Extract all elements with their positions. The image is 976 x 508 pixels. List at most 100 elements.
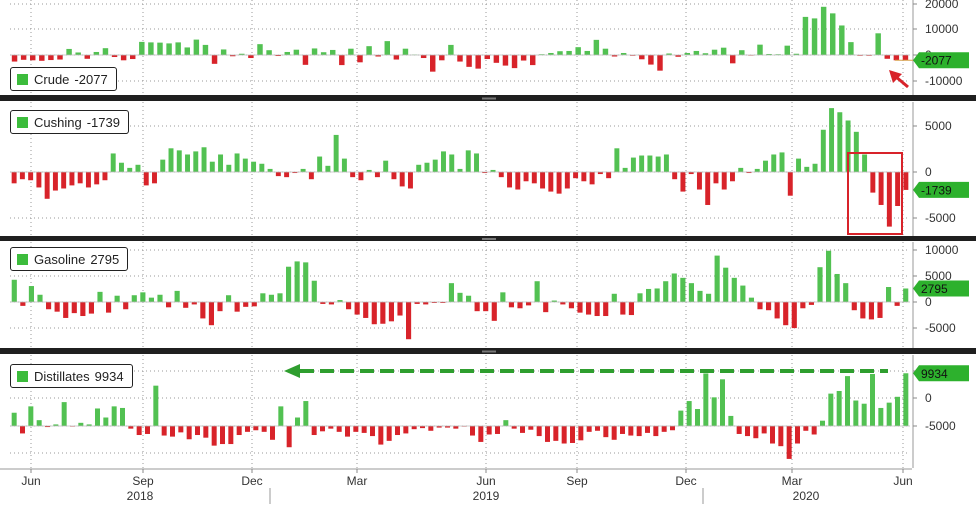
crude-bar	[720, 47, 727, 55]
cushing-bar	[259, 163, 265, 172]
cushing-tick-label: 0	[925, 165, 932, 179]
cushing-bar	[416, 164, 422, 172]
distillates-bar	[453, 426, 459, 429]
crude-bar	[330, 49, 336, 55]
cushing-bar	[135, 164, 141, 172]
distillates-bar	[28, 406, 34, 426]
distillates-bar	[636, 426, 642, 437]
gasoline-bar	[328, 302, 334, 305]
crude-bar	[648, 55, 654, 65]
gasoline-bar	[808, 302, 814, 305]
crude-bar	[448, 44, 454, 55]
distillates-bar	[853, 400, 859, 426]
distillates-bar	[903, 373, 909, 426]
cushing-bar	[672, 172, 678, 180]
gasoline-bar	[654, 288, 660, 302]
gasoline-bar	[483, 302, 489, 312]
crude-bar	[375, 55, 381, 57]
gasoline-bar	[166, 302, 172, 308]
gasoline-bar	[88, 302, 94, 314]
crude-bar	[530, 55, 536, 66]
cushing-bar	[333, 134, 339, 172]
gasoline-bar	[71, 302, 77, 314]
legend-crude-value: -2077	[74, 71, 108, 87]
distillates-bar	[795, 426, 800, 444]
distillates-bar	[336, 426, 342, 432]
gasoline-bar	[774, 302, 780, 319]
crude-bar	[75, 52, 81, 55]
crude-bar	[166, 43, 172, 55]
cushing-bar	[366, 169, 372, 172]
crude-bar	[184, 47, 190, 55]
cushing-bar	[185, 154, 190, 172]
distillates-bar	[653, 426, 659, 437]
x-axis-year-label: 2019	[473, 489, 500, 503]
distillates-bars	[11, 373, 909, 459]
crude-bar	[48, 55, 54, 61]
gasoline-bar	[260, 293, 266, 302]
cushing-bar	[457, 168, 463, 172]
distillates-dashed-arrow	[284, 364, 888, 378]
cushing-bar	[118, 162, 124, 172]
cushing-bar	[407, 172, 413, 189]
cushing-bar	[36, 172, 42, 188]
cushing-highlight-box	[847, 152, 903, 235]
cushing-bar	[639, 155, 645, 172]
cushing-bar	[820, 129, 826, 172]
gasoline-bar	[568, 302, 574, 309]
distillates-bar	[736, 426, 742, 434]
crude-bar	[348, 48, 354, 55]
gasoline-bar	[431, 302, 437, 303]
cushing-bar	[763, 160, 768, 172]
x-axis-month-label: Mar	[782, 474, 803, 488]
x-axis-month-label: Dec	[675, 474, 696, 488]
cushing-bar	[870, 172, 876, 193]
crude-bar	[866, 55, 872, 56]
gasoline-bar	[534, 281, 540, 302]
cushing-bar	[465, 150, 471, 172]
distillates-bar	[111, 406, 117, 426]
cushing-bar	[374, 172, 380, 178]
distillates-bar	[20, 426, 25, 434]
crude-bar	[175, 42, 181, 55]
crude-bar	[130, 55, 136, 60]
crude-bar	[302, 55, 309, 65]
distillates-bar	[445, 426, 450, 428]
x-axis-year-label: 2018	[127, 489, 154, 503]
crude-bar	[366, 46, 372, 55]
cushing-bar	[779, 152, 785, 172]
gasoline-bar	[226, 295, 232, 302]
crude-bar	[811, 18, 818, 55]
crude-bar	[666, 53, 672, 55]
cushing-bar	[515, 172, 521, 190]
cushing-bar	[61, 172, 67, 189]
distillates-bar	[820, 420, 825, 426]
cushing-bar	[614, 148, 620, 172]
cushing-bar	[482, 172, 488, 174]
distillates-bar	[361, 426, 367, 433]
gasoline-bar	[191, 302, 197, 305]
distillates-bar	[803, 426, 809, 431]
distillates-bar	[220, 426, 225, 445]
x-axis-month-label: Jun	[476, 474, 495, 488]
gasoline-bar	[243, 302, 249, 307]
crude-bars	[11, 6, 909, 72]
distillates-bar	[61, 402, 67, 426]
cushing-bar	[589, 172, 595, 185]
panel-drag-handle	[482, 238, 496, 240]
crude-bar	[293, 49, 300, 55]
gasoline-bar	[834, 273, 840, 302]
distillates-bar	[195, 426, 200, 436]
legend-distillates: Distillates 9934	[10, 364, 133, 388]
distillates-bar	[295, 417, 300, 426]
cushing-bar	[52, 172, 58, 191]
distillates-bar	[670, 426, 675, 431]
cushing-bar	[474, 153, 479, 172]
gasoline-bar	[406, 302, 412, 340]
gasoline-bar	[517, 302, 523, 309]
distillates-bar	[770, 426, 775, 444]
gasoline-bar	[894, 302, 900, 306]
cushing-bar	[176, 150, 182, 172]
crude-bar	[657, 55, 663, 71]
distillates-bar	[370, 426, 375, 437]
